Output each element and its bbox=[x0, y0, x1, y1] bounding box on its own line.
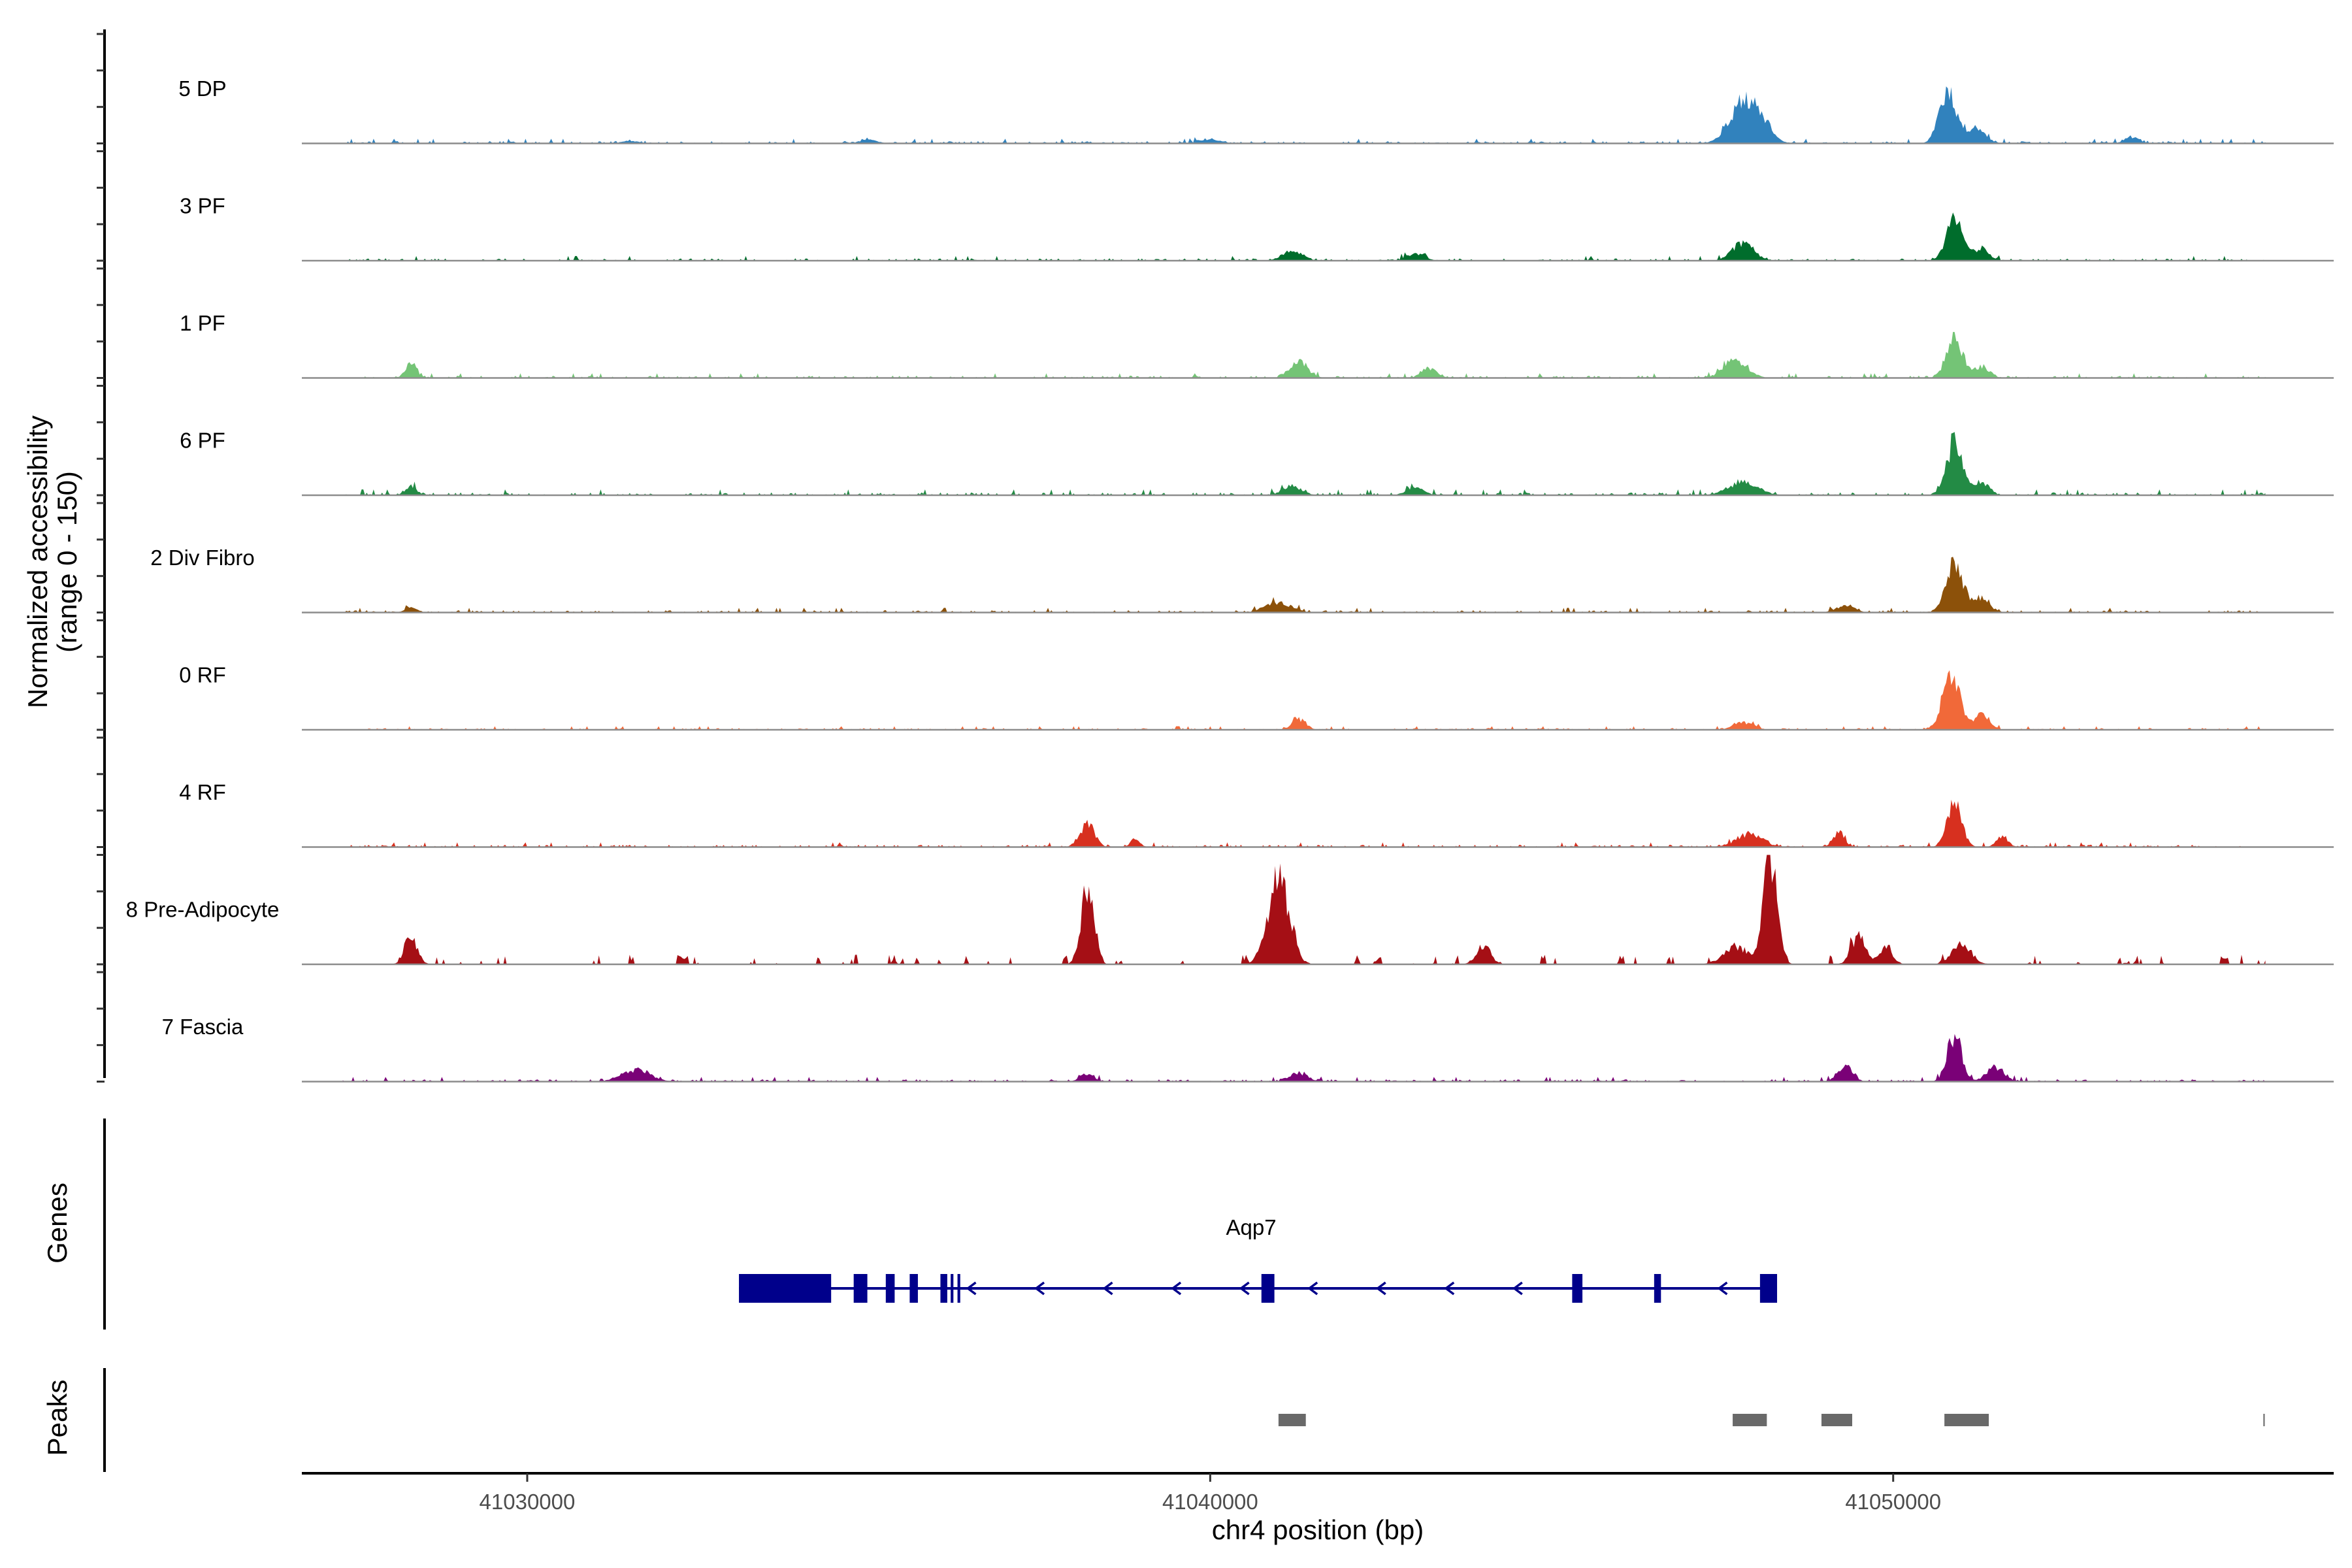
coverage-area bbox=[342, 800, 2266, 847]
gene-exon bbox=[909, 1274, 918, 1303]
coverage-area bbox=[342, 212, 2266, 261]
x-tick-label: 41040000 bbox=[1162, 1490, 1258, 1514]
peak-region bbox=[1733, 1414, 1767, 1426]
coverage-area bbox=[342, 432, 2266, 495]
strand-arrow bbox=[1171, 1281, 1182, 1296]
track-label: 2 Div Fibro bbox=[150, 546, 255, 570]
y-axis-title-line2: (range 0 - 150) bbox=[52, 471, 82, 653]
strand-arrow bbox=[1444, 1281, 1455, 1296]
peak-region bbox=[1821, 1414, 1853, 1426]
coverage-track: 6 PF bbox=[180, 429, 2334, 497]
peak-region bbox=[2263, 1414, 2265, 1426]
genes-panel-title: Genes bbox=[42, 1183, 73, 1264]
coverage-track: 5 DP bbox=[178, 76, 2334, 144]
x-tick-label: 41030000 bbox=[480, 1490, 576, 1514]
peak-regions bbox=[1278, 1414, 2265, 1426]
gene-exon bbox=[1759, 1274, 1778, 1303]
gene-exon bbox=[951, 1274, 954, 1303]
coverage-area bbox=[342, 557, 2266, 613]
track-label: 6 PF bbox=[180, 429, 225, 453]
coverage-track: 0 RF bbox=[179, 663, 2334, 731]
coverage-area bbox=[342, 1034, 2266, 1082]
strand-arrow bbox=[1375, 1281, 1386, 1296]
coverage-tracks: 5 DP 3 PF 1 PF 6 PF 2 Div Fibro 0 RF 4 RF 8 Pre… bbox=[126, 76, 2334, 1083]
x-tick-label: 41050000 bbox=[1845, 1490, 1941, 1514]
coverage-area bbox=[342, 86, 2266, 144]
coverage-track: 2 Div Fibro bbox=[150, 546, 2334, 613]
strand-arrow bbox=[1034, 1281, 1045, 1296]
coverage-track: 7 Fascia bbox=[162, 1015, 2334, 1083]
peak-region bbox=[1944, 1414, 1989, 1426]
x-axis-title: chr4 position (bp) bbox=[1212, 1514, 1424, 1545]
gene-exon bbox=[1654, 1274, 1661, 1303]
strand-arrow bbox=[1717, 1281, 1728, 1296]
track-label: 7 Fascia bbox=[162, 1015, 244, 1039]
coverage-area bbox=[342, 332, 2266, 378]
strand-arrow bbox=[1102, 1281, 1113, 1296]
gene-exon bbox=[1572, 1274, 1583, 1303]
track-label: 5 DP bbox=[178, 76, 226, 101]
peak-region bbox=[1278, 1414, 1306, 1426]
coverage-y-axis bbox=[97, 29, 106, 1083]
coverage-track: 8 Pre-Adipocyte bbox=[126, 855, 2334, 966]
y-axis-title-line1: Normalized accessibility bbox=[22, 416, 53, 708]
track-label: 3 PF bbox=[180, 194, 225, 218]
gene-exon bbox=[739, 1274, 832, 1303]
gene-exon bbox=[853, 1274, 868, 1303]
strand-arrow bbox=[1512, 1281, 1523, 1296]
coverage-track: 3 PF bbox=[180, 194, 2334, 262]
coverage-track: 1 PF bbox=[180, 311, 2334, 379]
gene-model bbox=[739, 1274, 1778, 1303]
coverage-track: 4 RF bbox=[179, 780, 2334, 848]
coverage-area bbox=[342, 855, 2266, 964]
strand-arrow bbox=[966, 1281, 977, 1296]
track-label: 8 Pre-Adipocyte bbox=[126, 898, 280, 922]
coverage-area bbox=[342, 670, 2266, 730]
strand-arrow bbox=[1307, 1281, 1318, 1296]
track-label: 1 PF bbox=[180, 311, 225, 335]
x-axis-ticks: 41030000 41040000 41050000 bbox=[480, 1473, 1941, 1514]
gene-exon bbox=[885, 1274, 895, 1303]
peaks-panel-title: Peaks bbox=[42, 1380, 73, 1456]
strand-arrow bbox=[1239, 1281, 1250, 1296]
gene-label: Aqp7 bbox=[1226, 1215, 1277, 1239]
gene-exon bbox=[957, 1274, 960, 1303]
track-label: 4 RF bbox=[179, 780, 226, 804]
gene-exon bbox=[940, 1274, 947, 1303]
track-label: 0 RF bbox=[179, 663, 226, 687]
gene-exon bbox=[1261, 1274, 1275, 1303]
